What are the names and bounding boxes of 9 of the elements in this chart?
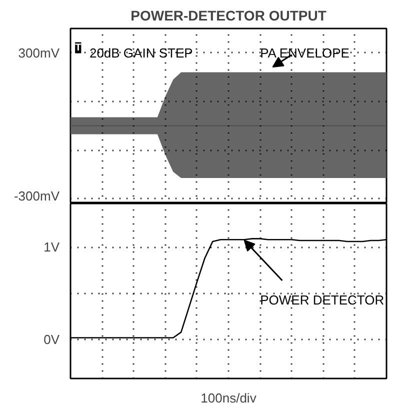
- chart-title: POWER-DETECTOR OUTPUT: [130, 8, 327, 24]
- x-axis-title: 100ns/div: [200, 390, 257, 406]
- y-tick-label: -300mV: [14, 188, 60, 204]
- y-tick-label: 0V: [44, 332, 60, 348]
- annotation: PA ENVELOPE: [260, 46, 350, 60]
- annotation: 20dB GAIN STEP: [89, 46, 193, 60]
- annotation: POWER DETECTOR: [260, 292, 384, 308]
- y-tick-label: 1V: [44, 240, 60, 255]
- y-tick-label: 300mV: [18, 45, 60, 60]
